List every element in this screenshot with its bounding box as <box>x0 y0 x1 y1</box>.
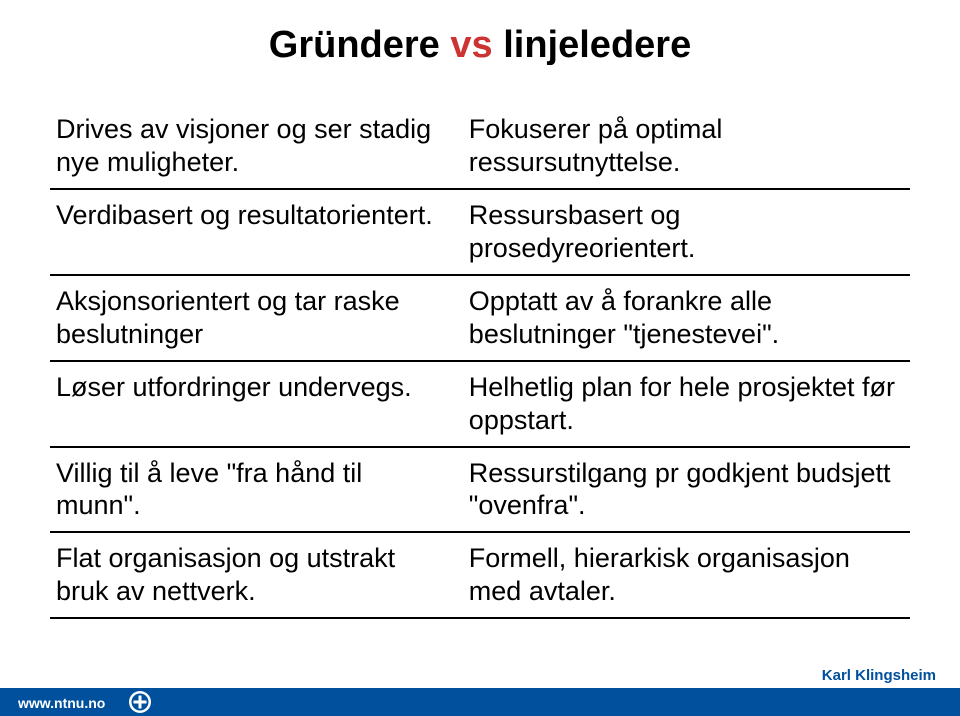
footer-url: www.ntnu.no <box>18 695 105 711</box>
table-row: Verdibasert og resultatorientert.Ressurs… <box>50 189 910 275</box>
cell-left: Verdibasert og resultatorientert. <box>50 189 463 275</box>
cell-left: Flat organisasjon og utstrakt bruk av ne… <box>50 532 463 618</box>
comparison-table: Drives av visjoner og ser stadig nye mul… <box>50 104 910 619</box>
title-part: linjeledere <box>493 24 692 66</box>
comparison-table-body: Drives av visjoner og ser stadig nye mul… <box>50 104 910 618</box>
title-part: Gründere <box>269 24 451 66</box>
footer-author: Karl Klingsheim <box>822 667 936 684</box>
ntnu-logo-icon <box>128 690 152 714</box>
table-row: Drives av visjoner og ser stadig nye mul… <box>50 104 910 189</box>
cell-right: Opptatt av å forankre alle beslutninger … <box>463 275 910 361</box>
cell-right: Helhetlig plan for hele prosjektet før o… <box>463 361 910 447</box>
cell-right: Ressurstilgang pr godkjent budsjett "ove… <box>463 447 910 533</box>
cell-right: Ressursbasert og prosedyreorientert. <box>463 189 910 275</box>
cell-left: Villig til å leve "fra hånd til munn". <box>50 447 463 533</box>
cell-right: Fokuserer på optimal ressursutnyttelse. <box>463 104 910 189</box>
table-row: Flat organisasjon og utstrakt bruk av ne… <box>50 532 910 618</box>
comparison-table-wrap: Drives av visjoner og ser stadig nye mul… <box>50 104 910 619</box>
title-part: vs <box>450 24 492 66</box>
cell-right: Formell, hierarkisk organisasjon med avt… <box>463 532 910 618</box>
cell-left: Aksjonsorientert og tar raske beslutning… <box>50 275 463 361</box>
table-row: Løser utfordringer undervegs.Helhetlig p… <box>50 361 910 447</box>
slide-title: Gründere vs linjeledere <box>0 24 960 67</box>
cell-left: Drives av visjoner og ser stadig nye mul… <box>50 104 463 189</box>
cell-left: Løser utfordringer undervegs. <box>50 361 463 447</box>
table-row: Villig til å leve "fra hånd til munn".Re… <box>50 447 910 533</box>
slide: Gründere vs linjeledere Drives av visjon… <box>0 0 960 716</box>
footer: Karl Klingsheim www.ntnu.no <box>0 674 960 716</box>
table-row: Aksjonsorientert og tar raske beslutning… <box>50 275 910 361</box>
